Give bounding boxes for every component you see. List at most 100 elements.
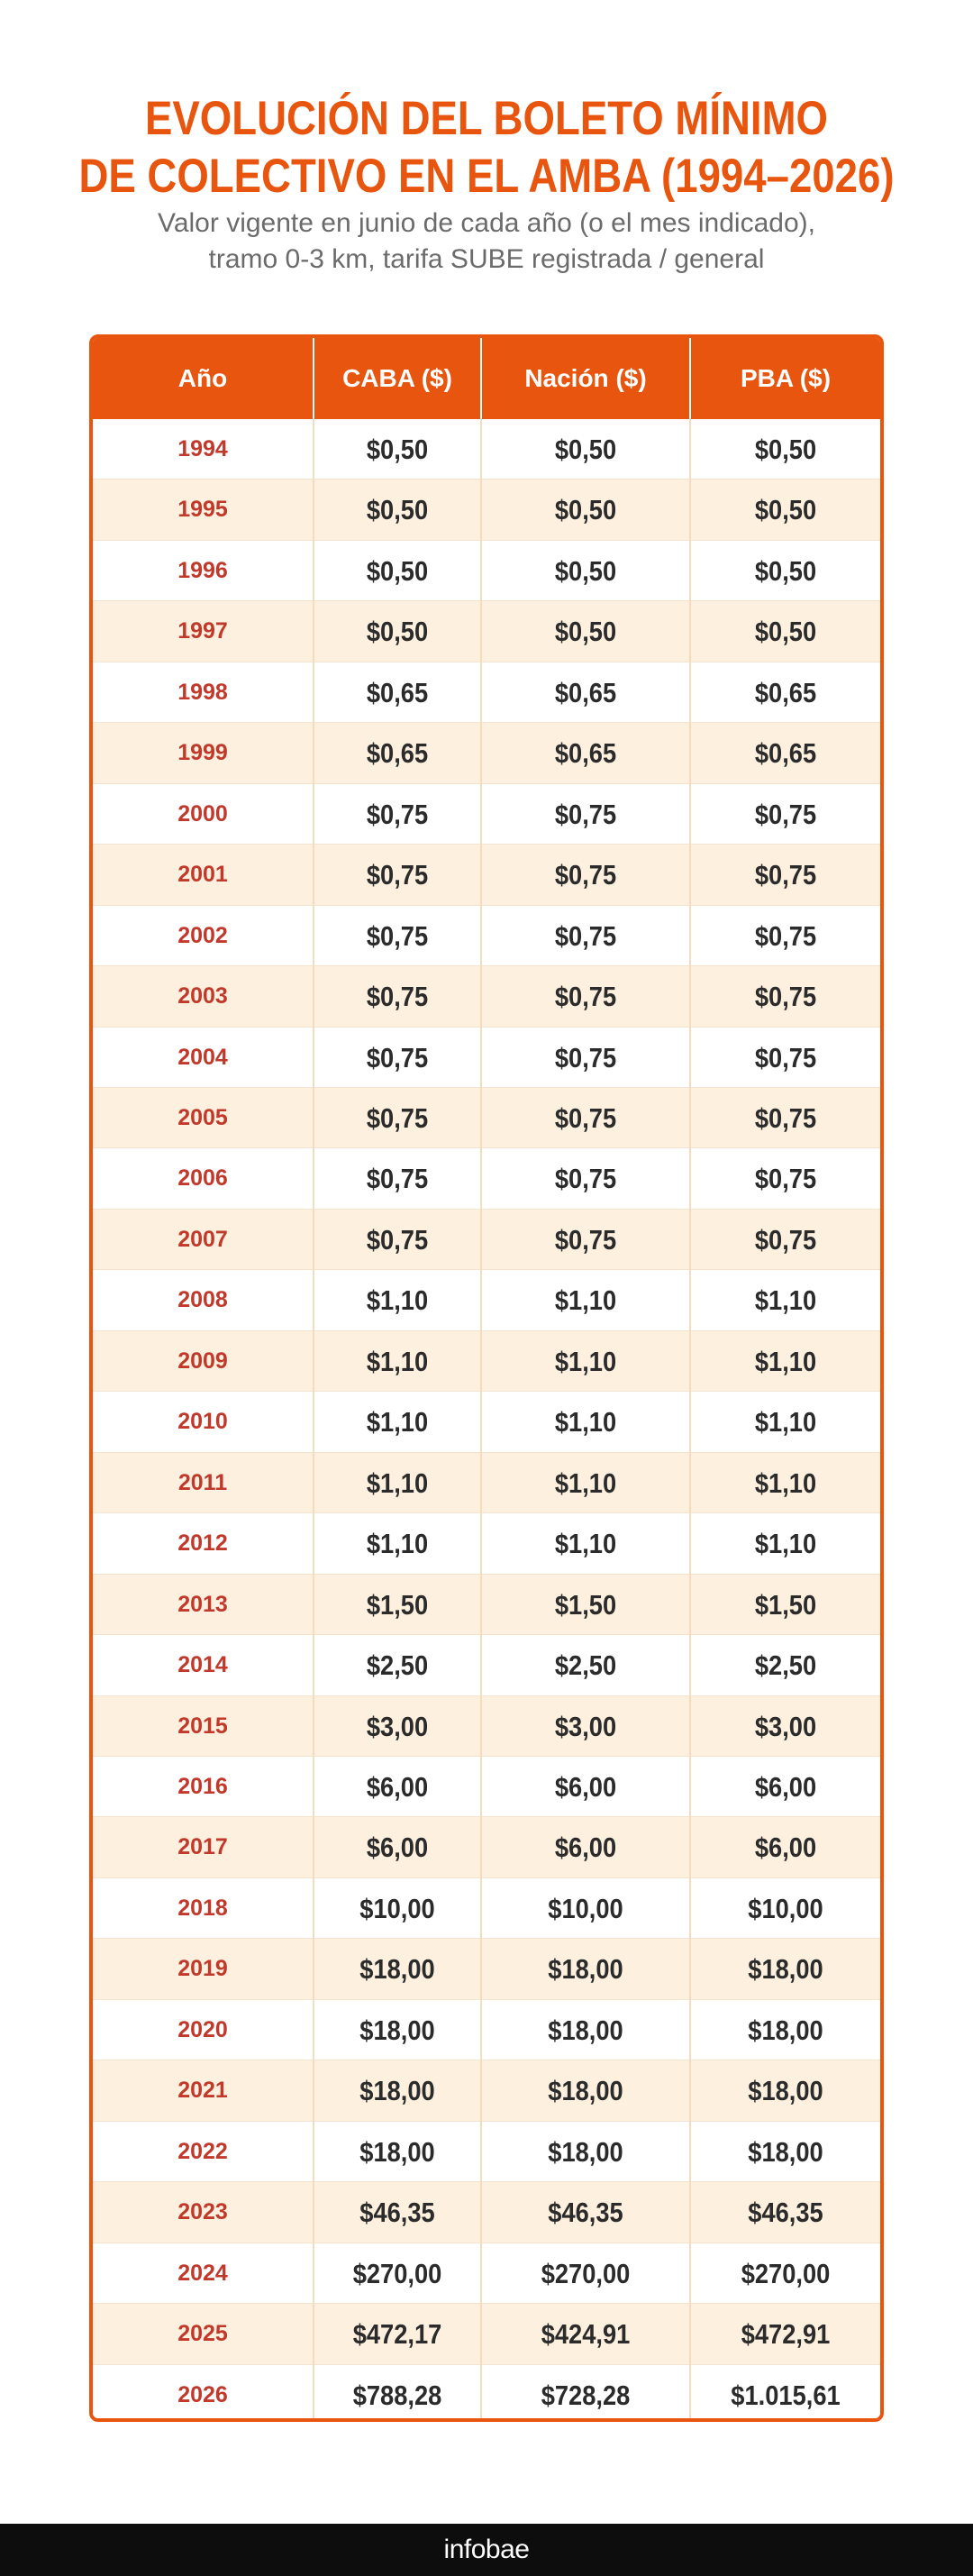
table-row: 2018 $10,00 $10,00 $10,00 (93, 1877, 880, 1940)
cell-nacion: $0,75 (554, 1041, 617, 1073)
cell-year: 1994 (177, 436, 228, 461)
cell-year: 2006 (177, 1165, 228, 1192)
cell-year: 2013 (177, 1591, 228, 1617)
table-row: 2024 $270,00 $270,00 $270,00 (93, 2243, 880, 2305)
cell-nacion: $18,00 (548, 2135, 623, 2168)
title-line-1: EVOLUCIÓN DEL BOLETO MÍNIMO (144, 92, 829, 145)
cell-year: 2015 (177, 1713, 228, 1739)
cell-nacion: $0,75 (554, 1102, 617, 1134)
cell-pba: $1.015,61 (731, 2379, 841, 2411)
cell-nacion: $424,91 (541, 2318, 631, 2351)
cell-nacion: $0,75 (554, 859, 617, 891)
cell-caba: $18,00 (359, 2075, 435, 2107)
cell-caba: $0,50 (366, 434, 429, 465)
cell-nacion: $0,75 (554, 981, 617, 1013)
cell-caba: $0,50 (366, 616, 429, 648)
cell-pba: $18,00 (748, 2135, 823, 2168)
cell-caba: $0,75 (366, 798, 429, 830)
table-row: 2026 $788,28 $728,28 $1.015,61 (93, 2364, 880, 2418)
table-row: 2007 $0,75 $0,75 $0,75 (93, 1209, 880, 1271)
header-year: Año (177, 364, 228, 392)
cell-nacion: $270,00 (541, 2257, 631, 2289)
table-row: 2004 $0,75 $0,75 $0,75 (93, 1027, 880, 1088)
cell-pba: $1,50 (754, 1588, 817, 1621)
page-title: EVOLUCIÓN DEL BOLETO MÍNIMO DE COLECTIVO… (68, 90, 905, 206)
cell-nacion: $1,10 (554, 1406, 617, 1439)
table-header: Año CABA ($) Nación ($) PBA ($) (93, 338, 880, 419)
cell-year: 2017 (177, 1834, 228, 1860)
cell-caba: $18,00 (359, 1953, 435, 1986)
cell-year: 2025 (177, 2321, 228, 2347)
subtitle-line-2: tramo 0-3 km, tarifa SUBE registrada / g… (208, 244, 765, 274)
cell-nacion: $0,75 (554, 1163, 617, 1195)
cell-caba: $3,00 (366, 1710, 429, 1742)
cell-caba: $46,35 (359, 2197, 435, 2229)
table-row: 1997 $0,50 $0,50 $0,50 (93, 601, 880, 662)
cell-caba: $0,65 (366, 737, 429, 770)
cell-caba: $0,50 (366, 494, 429, 526)
cell-year: 2010 (177, 1409, 228, 1435)
footer-bar: infobae (0, 2524, 973, 2576)
cell-year: 1995 (177, 497, 228, 523)
header-divider (313, 338, 314, 419)
table-row: 2009 $1,10 $1,10 $1,10 (93, 1330, 880, 1393)
cell-caba: $1,50 (366, 1588, 429, 1621)
cell-year: 2019 (177, 1956, 228, 1982)
cell-caba: $6,00 (366, 1771, 429, 1803)
cell-caba: $0,75 (366, 1223, 429, 1256)
cell-nacion: $1,10 (554, 1528, 617, 1560)
cell-nacion: $1,10 (554, 1345, 617, 1377)
cell-caba: $0,75 (366, 919, 429, 952)
cell-pba: $18,00 (748, 2075, 823, 2107)
header-pba: PBA ($) (740, 364, 832, 392)
table-row: 1999 $0,65 $0,65 $0,65 (93, 723, 880, 784)
cell-pba: $6,00 (754, 1832, 817, 1864)
cell-nacion: $0,50 (554, 494, 617, 526)
cell-pba: $0,50 (754, 554, 817, 587)
cell-year: 2023 (177, 2199, 228, 2225)
cell-caba: $270,00 (352, 2257, 442, 2289)
cell-pba: $0,75 (754, 919, 817, 952)
cell-pba: $0,75 (754, 1102, 817, 1134)
cell-pba: $472,91 (741, 2318, 831, 2351)
table-row: 2016 $6,00 $6,00 $6,00 (93, 1757, 880, 1818)
cell-year: 2000 (177, 800, 228, 827)
cell-nacion: $18,00 (548, 2014, 623, 2046)
cell-nacion: $46,35 (548, 2197, 623, 2229)
cell-year: 2008 (177, 1287, 228, 1313)
cell-caba: $18,00 (359, 2135, 435, 2168)
cell-year: 2026 (177, 2381, 228, 2407)
table-row: 1995 $0,50 $0,50 $0,50 (93, 480, 880, 541)
cell-pba: $10,00 (748, 1892, 823, 1924)
cell-pba: $0,75 (754, 798, 817, 830)
cell-pba: $18,00 (748, 1953, 823, 1986)
table-row: 2022 $18,00 $18,00 $18,00 (93, 2121, 880, 2183)
column-divider (480, 419, 482, 2418)
cell-pba: $0,50 (754, 434, 817, 465)
table-row: 1994 $0,50 $0,50 $0,50 (93, 419, 880, 480)
cell-pba: $2,50 (754, 1649, 817, 1682)
cell-caba: $1,10 (366, 1466, 429, 1499)
table-row: 2012 $1,10 $1,10 $1,10 (93, 1513, 880, 1575)
cell-year: 2014 (177, 1652, 228, 1678)
table-row: 1996 $0,50 $0,50 $0,50 (93, 540, 880, 602)
cell-year: 2024 (177, 2260, 228, 2286)
cell-nacion: $1,10 (554, 1466, 617, 1499)
cell-caba: $0,75 (366, 981, 429, 1013)
table-row: 2021 $18,00 $18,00 $18,00 (93, 2060, 880, 2122)
cell-pba: $0,75 (754, 981, 817, 1013)
cell-pba: $0,75 (754, 859, 817, 891)
table-row: 2001 $0,75 $0,75 $0,75 (93, 845, 880, 906)
cell-caba: $6,00 (366, 1832, 429, 1864)
cell-pba: $1,10 (754, 1528, 817, 1560)
table-row: 2017 $6,00 $6,00 $6,00 (93, 1817, 880, 1878)
cell-nacion: $18,00 (548, 2075, 623, 2107)
cell-pba: $0,65 (754, 676, 817, 708)
cell-caba: $0,75 (366, 1163, 429, 1195)
table-row: 2010 $1,10 $1,10 $1,10 (93, 1392, 880, 1453)
cell-year: 2011 (177, 1469, 228, 1495)
cell-nacion: $0,65 (554, 676, 617, 708)
table-row: 2005 $0,75 $0,75 $0,75 (93, 1088, 880, 1149)
cell-nacion: $0,75 (554, 919, 617, 952)
cell-nacion: $6,00 (554, 1832, 617, 1864)
